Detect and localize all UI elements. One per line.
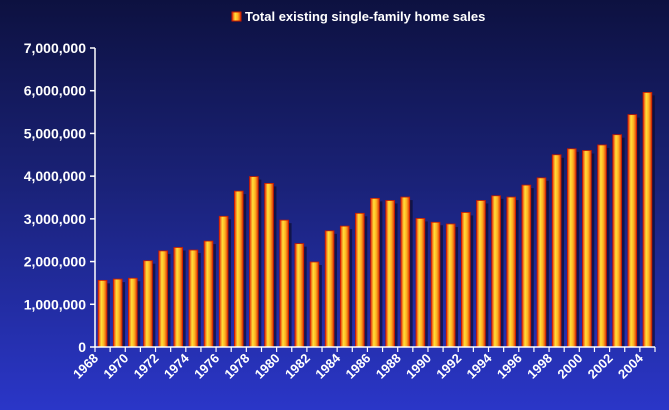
legend-label: Total existing single-family home sales (245, 9, 485, 24)
x-tick-label: 1996 (494, 351, 525, 382)
y-tick-labels: 0 1,000,000 2,000,000 3,000,000 4,000,000 5,0… (24, 40, 95, 355)
bar (355, 212, 365, 348)
bar (112, 278, 123, 348)
bar (203, 240, 214, 348)
bar (249, 176, 259, 348)
bar (627, 114, 638, 348)
bar (597, 144, 607, 348)
x-tick-label: 2002 (585, 351, 616, 382)
bar (370, 197, 380, 348)
x-tick-label: 1988 (373, 351, 404, 382)
x-tick-label: 2004 (615, 350, 647, 382)
bar (128, 277, 138, 348)
bar (294, 243, 305, 348)
x-tick-label: 1998 (524, 351, 555, 382)
x-tick-label: 1974 (161, 350, 193, 382)
x-tick-label: 1986 (342, 351, 373, 382)
x-tick-labels: 1968 1970 1972 1974 1976 1978 1980 1982 1984 1986… (70, 347, 656, 382)
bar (324, 230, 335, 348)
bar (97, 279, 108, 348)
bar (233, 190, 244, 348)
bar (551, 154, 562, 348)
legend: Total existing single-family home sales (231, 9, 485, 24)
y-tick-label: 0 (78, 339, 86, 355)
x-tick-label: 1992 (433, 351, 464, 382)
bar (566, 148, 577, 348)
x-tick-label: 1968 (70, 351, 101, 382)
bar (173, 247, 184, 348)
x-tick-label: 1994 (464, 350, 496, 382)
bar (612, 134, 622, 348)
y-tick-label: 3,000,000 (24, 211, 86, 227)
y-tick-label: 2,000,000 (24, 254, 86, 270)
bar (188, 249, 199, 348)
bar (415, 218, 426, 348)
bar (279, 219, 289, 348)
y-tick-label: 7,000,000 (24, 40, 86, 56)
y-tick-label: 1,000,000 (24, 296, 86, 312)
x-tick-label: 1990 (403, 351, 434, 382)
bar (400, 196, 411, 348)
x-tick-label: 1984 (312, 350, 344, 382)
bar (582, 150, 592, 348)
bar (506, 196, 517, 348)
bar (309, 261, 320, 348)
bar (218, 215, 229, 348)
legend-swatch (231, 11, 242, 22)
bar (445, 223, 456, 348)
bar (476, 200, 486, 348)
bar (430, 221, 441, 348)
bar (536, 177, 547, 348)
x-tick-label: 1982 (282, 351, 313, 382)
x-tick-label: 1978 (221, 351, 252, 382)
x-tick-label: 1976 (191, 351, 222, 382)
bar (339, 225, 350, 348)
bar (143, 260, 153, 348)
bar (264, 183, 274, 348)
bar (642, 92, 653, 348)
bar (461, 212, 471, 348)
bars-group (97, 92, 655, 348)
x-tick-label: 1980 (252, 351, 283, 382)
x-tick-label: 1970 (100, 351, 131, 382)
y-tick-label: 6,000,000 (24, 83, 86, 99)
bar (521, 184, 532, 348)
y-tick-label: 4,000,000 (24, 168, 86, 184)
bar (385, 200, 395, 348)
x-tick-label: 1972 (131, 351, 162, 382)
bar (158, 250, 168, 348)
x-tick-label: 2000 (554, 351, 585, 382)
y-tick-label: 5,000,000 (24, 125, 86, 141)
bar (491, 195, 501, 348)
